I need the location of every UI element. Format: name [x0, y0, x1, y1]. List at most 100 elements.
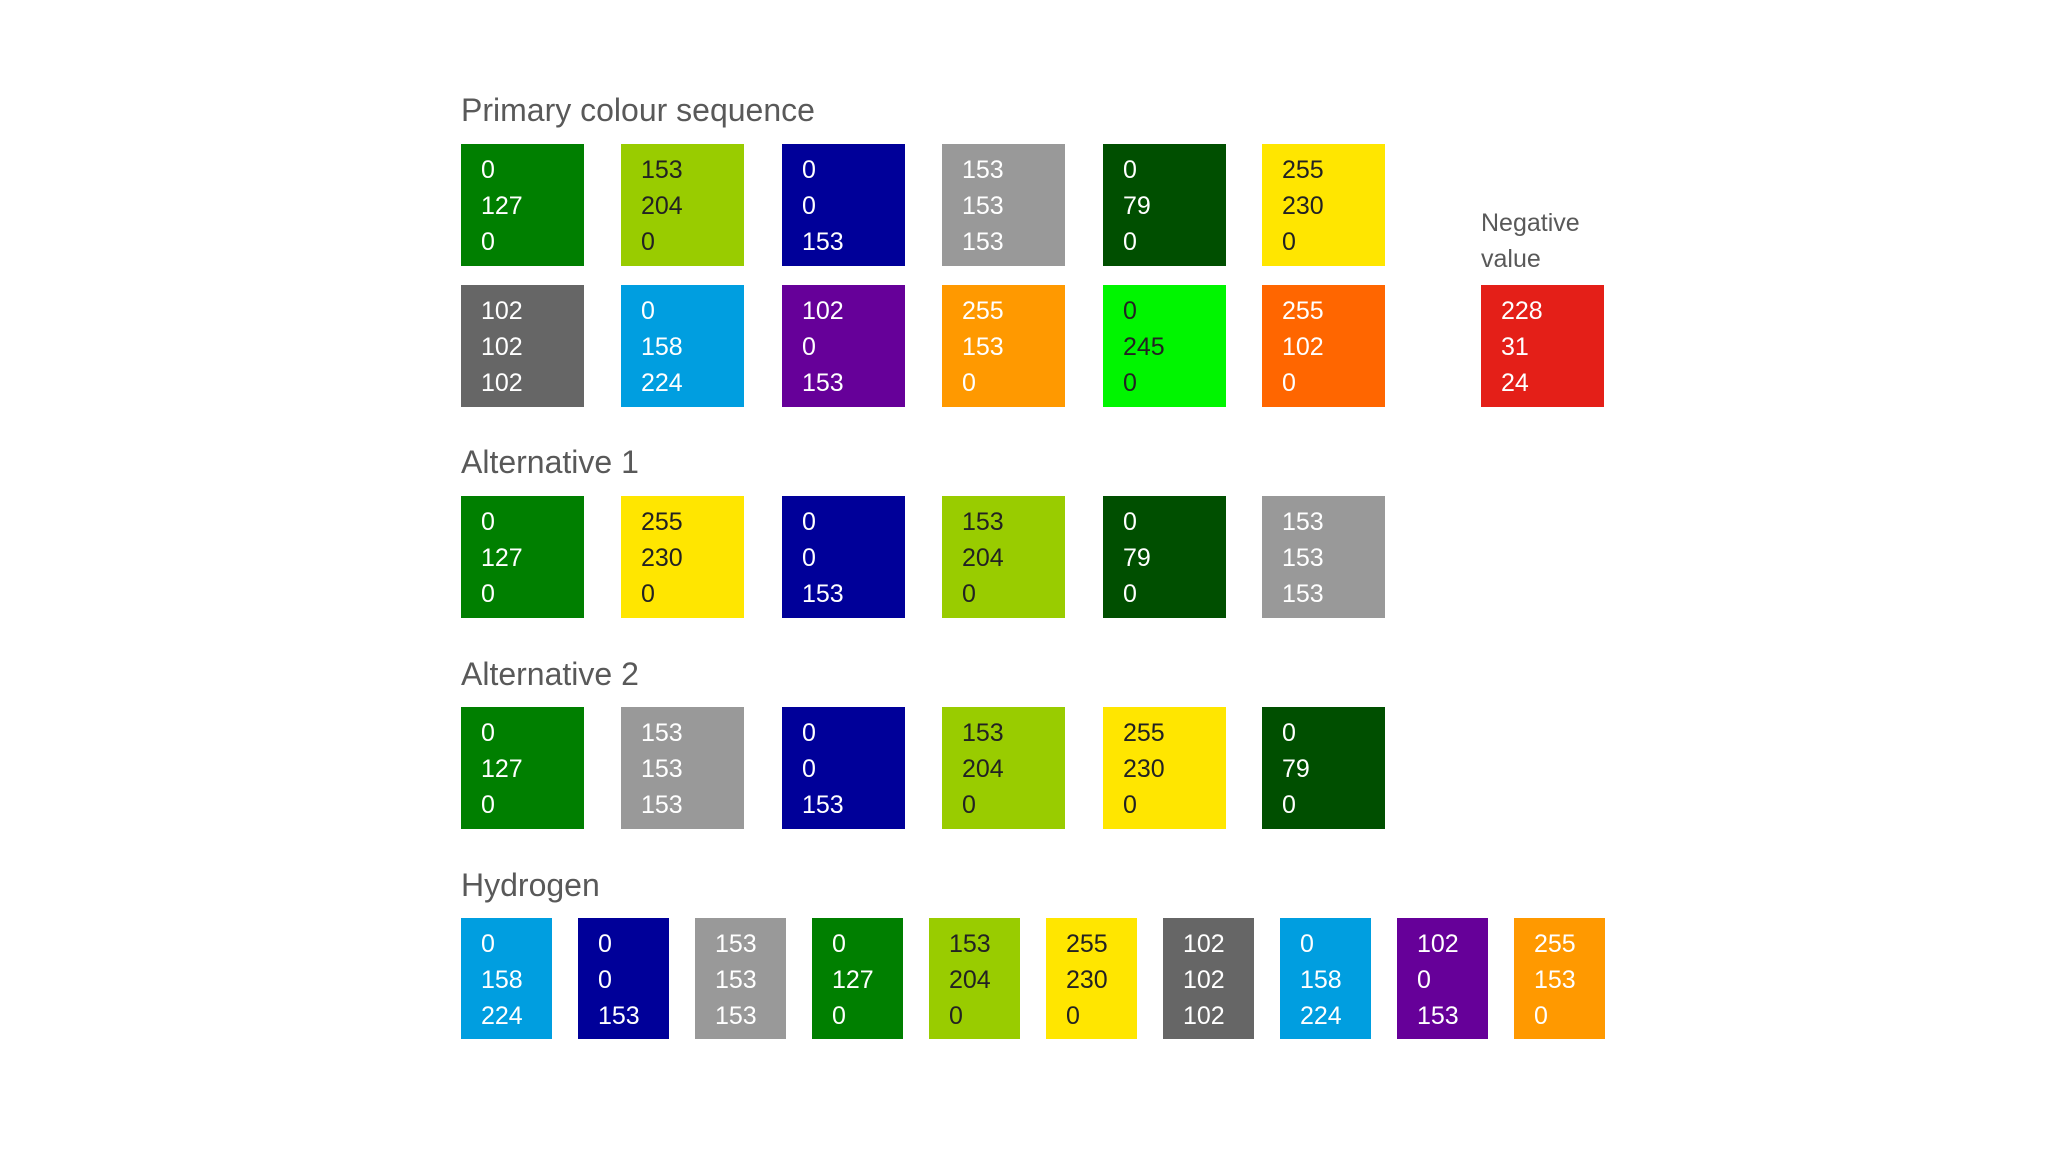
blue-value: 24 [1501, 369, 1529, 397]
red-value: 0 [802, 719, 816, 747]
primary-swatch-8: 0 158 224 [621, 285, 744, 407]
blue-value: 153 [598, 1002, 640, 1030]
primary-swatch-12: 255 102 0 [1262, 285, 1385, 407]
hydrogen-swatch-2: 0 0 153 [578, 918, 669, 1039]
alternative-2-swatch-3: 0 0 153 [782, 707, 905, 829]
alternative-2-swatch-4: 153 204 0 [942, 707, 1065, 829]
hydrogen-swatch-8: 0 158 224 [1280, 918, 1371, 1039]
blue-value: 0 [1534, 1002, 1548, 1030]
green-value: 127 [481, 192, 523, 220]
red-value: 153 [962, 156, 1004, 184]
blue-value: 0 [481, 580, 495, 608]
blue-value: 102 [1183, 1002, 1225, 1030]
blue-value: 153 [802, 228, 844, 256]
red-value: 0 [1282, 719, 1296, 747]
blue-value: 102 [481, 369, 523, 397]
negative-value-label: Negative value [1481, 209, 1580, 273]
red-value: 0 [1123, 297, 1137, 325]
blue-value: 0 [949, 1002, 963, 1030]
blue-value: 0 [641, 580, 655, 608]
red-value: 153 [641, 719, 683, 747]
green-value: 153 [715, 966, 757, 994]
hydrogen-swatch-7: 102 102 102 [1163, 918, 1254, 1039]
red-value: 0 [802, 508, 816, 536]
red-value: 0 [481, 508, 495, 536]
red-value: 0 [1123, 508, 1137, 536]
blue-value: 0 [1123, 580, 1137, 608]
negative-value-swatch: 228 31 24 [1481, 285, 1604, 407]
primary-swatch-10: 255 153 0 [942, 285, 1065, 407]
alternative-2-swatch-1: 0 127 0 [461, 707, 584, 829]
blue-value: 0 [481, 228, 495, 256]
blue-value: 0 [481, 791, 495, 819]
green-value: 230 [1066, 966, 1108, 994]
green-value: 158 [481, 966, 523, 994]
alternative-1-swatch-6: 153 153 153 [1262, 496, 1385, 618]
red-value: 153 [949, 930, 991, 958]
green-value: 230 [641, 544, 683, 572]
alternative-2-swatch-5: 255 230 0 [1103, 707, 1226, 829]
red-value: 0 [481, 930, 495, 958]
green-value: 153 [962, 192, 1004, 220]
blue-value: 153 [802, 791, 844, 819]
green-value: 158 [641, 333, 683, 361]
green-value: 0 [802, 192, 816, 220]
hydrogen-swatch-10: 255 153 0 [1514, 918, 1605, 1039]
hydrogen-swatch-5: 153 204 0 [929, 918, 1020, 1039]
green-value: 127 [832, 966, 874, 994]
alternative-1-title: Alternative 1 [461, 444, 639, 480]
red-value: 255 [1282, 156, 1324, 184]
hydrogen-swatch-3: 153 153 153 [695, 918, 786, 1039]
alternative-2-title: Alternative 2 [461, 656, 639, 692]
red-value: 255 [1066, 930, 1108, 958]
red-value: 0 [481, 156, 495, 184]
hydrogen-swatch-9: 102 0 153 [1397, 918, 1488, 1039]
alternative-1-swatch-1: 0 127 0 [461, 496, 584, 618]
blue-value: 0 [1282, 228, 1296, 256]
primary-swatch-5: 0 79 0 [1103, 144, 1226, 266]
blue-value: 153 [715, 1002, 757, 1030]
red-value: 0 [832, 930, 846, 958]
red-value: 0 [598, 930, 612, 958]
primary-swatch-4: 153 153 153 [942, 144, 1065, 266]
green-value: 204 [962, 755, 1004, 783]
primary-sequence-title: Primary colour sequence [461, 92, 815, 128]
red-value: 255 [1123, 719, 1165, 747]
blue-value: 0 [962, 369, 976, 397]
green-value: 153 [641, 755, 683, 783]
hydrogen-swatch-6: 255 230 0 [1046, 918, 1137, 1039]
primary-swatch-6: 255 230 0 [1262, 144, 1385, 266]
alternative-2-swatch-2: 153 153 153 [621, 707, 744, 829]
hydrogen-swatch-4: 0 127 0 [812, 918, 903, 1039]
alternative-1-swatch-3: 0 0 153 [782, 496, 905, 618]
green-value: 204 [641, 192, 683, 220]
green-value: 0 [802, 333, 816, 361]
green-value: 245 [1123, 333, 1165, 361]
alternative-1-swatch-2: 255 230 0 [621, 496, 744, 618]
green-value: 0 [1417, 966, 1431, 994]
red-value: 255 [962, 297, 1004, 325]
green-value: 230 [1123, 755, 1165, 783]
blue-value: 0 [1123, 369, 1137, 397]
red-value: 228 [1501, 297, 1543, 325]
alternative-1-swatch-5: 0 79 0 [1103, 496, 1226, 618]
primary-swatch-9: 102 0 153 [782, 285, 905, 407]
primary-swatch-3: 0 0 153 [782, 144, 905, 266]
red-value: 0 [1123, 156, 1137, 184]
green-value: 31 [1501, 333, 1529, 361]
green-value: 0 [802, 544, 816, 572]
blue-value: 224 [481, 1002, 523, 1030]
blue-value: 0 [962, 580, 976, 608]
alternative-1-swatch-4: 153 204 0 [942, 496, 1065, 618]
blue-value: 153 [962, 228, 1004, 256]
blue-value: 224 [1300, 1002, 1342, 1030]
red-value: 0 [1300, 930, 1314, 958]
green-value: 153 [962, 333, 1004, 361]
hydrogen-swatch-1: 0 158 224 [461, 918, 552, 1039]
red-value: 255 [1282, 297, 1324, 325]
blue-value: 153 [1282, 580, 1324, 608]
blue-value: 0 [962, 791, 976, 819]
hydrogen-title: Hydrogen [461, 867, 600, 903]
green-value: 0 [598, 966, 612, 994]
blue-value: 0 [1282, 369, 1296, 397]
